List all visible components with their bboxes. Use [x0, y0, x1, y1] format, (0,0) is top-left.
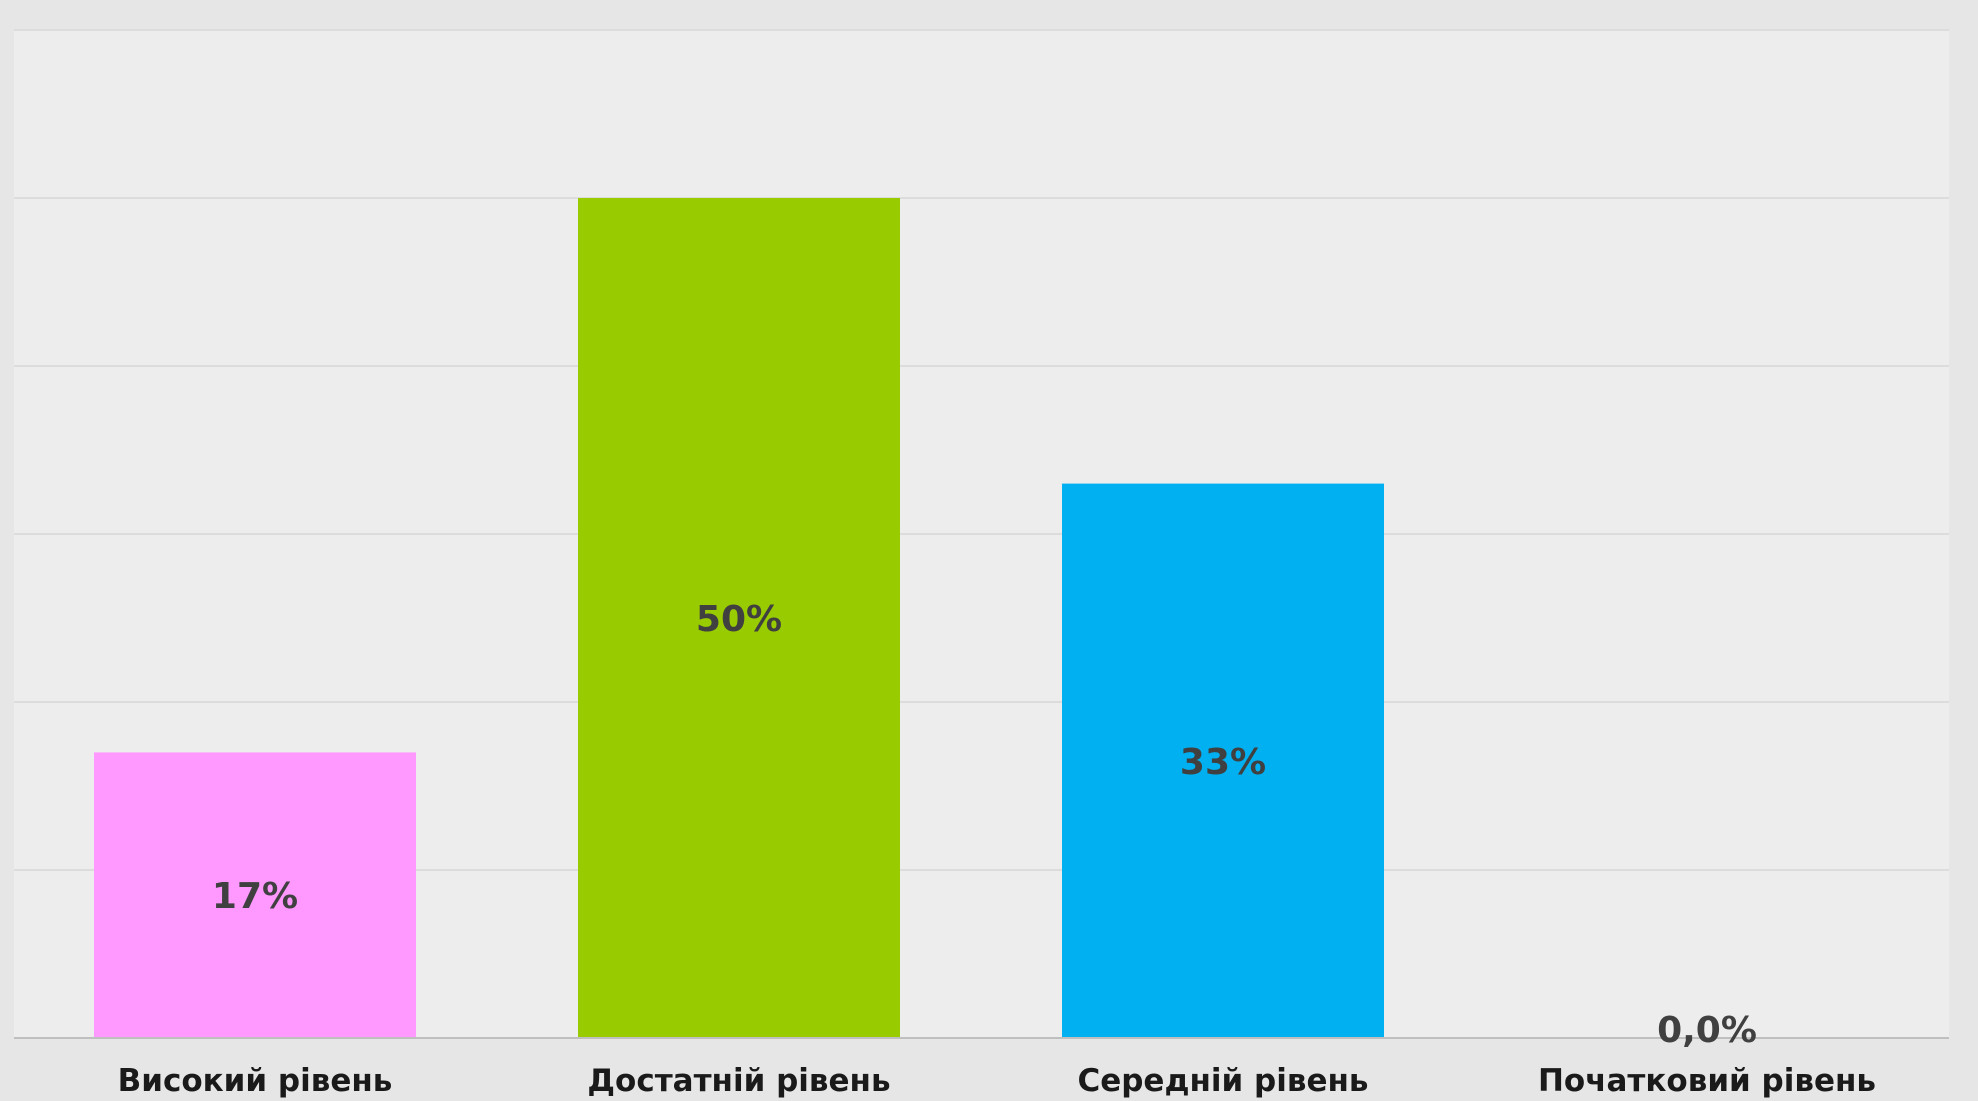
data-label: 33%: [1180, 742, 1266, 783]
data-label: 50%: [696, 599, 782, 640]
data-labels: 17% 50% 33% 0,0%: [212, 599, 1757, 1051]
data-label: 17%: [212, 876, 298, 917]
bars: [94, 198, 1384, 1039]
category-label: Достатній рівень: [587, 1063, 890, 1099]
data-label: 0,0%: [1657, 1010, 1757, 1051]
category-label: Високий рівень: [118, 1063, 393, 1099]
category-labels: Високий рівень Достатній рівень Середній р…: [118, 1063, 1876, 1099]
category-label: Середній рівень: [1077, 1063, 1368, 1099]
bar: [1062, 483, 1384, 1039]
bar: [94, 752, 416, 1038]
bar: [578, 198, 900, 1038]
category-label: Початковий рівень: [1538, 1063, 1876, 1099]
